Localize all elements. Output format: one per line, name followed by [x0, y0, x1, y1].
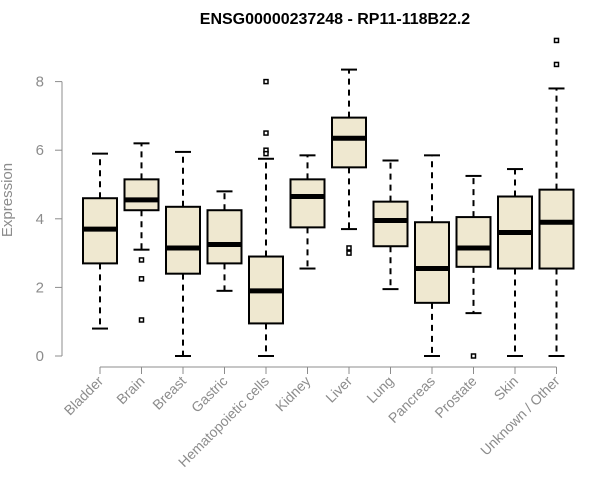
box-kidney: [289, 154, 326, 270]
box-lung: [372, 159, 409, 291]
y-axis-label: Expression: [0, 163, 16, 237]
outlier-point: [346, 250, 352, 256]
outlier-point: [138, 276, 145, 282]
outlier-point: [263, 130, 269, 136]
iqr-box: [123, 178, 160, 212]
x-tick-label: Bladder: [61, 373, 107, 419]
outlier-point: [553, 61, 560, 68]
iqr-box: [414, 221, 450, 304]
x-tick-label: Breast: [149, 373, 189, 413]
box-pancreas: [414, 154, 450, 357]
box-liver: [331, 68, 367, 256]
box-breast: [165, 150, 201, 357]
iqr-box: [165, 205, 201, 275]
outlier-point: [263, 150, 269, 157]
y-tick-label: 8: [36, 74, 44, 91]
box-skin: [497, 168, 533, 357]
box-gastric: [206, 190, 243, 292]
chart-title: ENSG00000237248 - RP11-118B22.2: [200, 11, 471, 28]
outlier-point: [553, 37, 560, 44]
outlier-point: [470, 353, 477, 359]
outlier-point: [138, 317, 145, 323]
x-tick-label: Prostate: [431, 373, 479, 421]
x-tick-label: Lung: [363, 373, 396, 406]
x-tick-label: Liver: [322, 373, 355, 406]
x-tick-label: Unknown / Other: [477, 373, 563, 459]
outlier-point: [346, 245, 352, 251]
iqr-box: [372, 200, 409, 248]
iqr-box: [289, 178, 326, 229]
iqr-box: [206, 209, 243, 265]
box-prostate: [455, 174, 492, 359]
y-axis: 0 2 4 6 8: [36, 74, 63, 365]
outlier-point: [263, 78, 269, 85]
iqr-box: [331, 116, 367, 169]
boxes-group: [82, 37, 575, 359]
box-unknown-other: [538, 37, 575, 357]
x-tick-label: Kidney: [272, 373, 314, 415]
y-tick-label: 2: [36, 279, 44, 296]
iqr-box: [538, 188, 575, 270]
x-tick-label: Skin: [491, 373, 522, 404]
x-tick-label: Brain: [113, 373, 147, 407]
y-tick-label: 0: [36, 348, 44, 365]
outlier-point: [138, 257, 145, 263]
box-hematopoietic-cells: [248, 78, 284, 357]
y-tick-label: 6: [36, 142, 44, 159]
box-bladder: [82, 152, 118, 330]
iqr-box: [455, 216, 492, 268]
y-tick-label: 4: [36, 211, 44, 228]
box-brain: [123, 142, 160, 323]
